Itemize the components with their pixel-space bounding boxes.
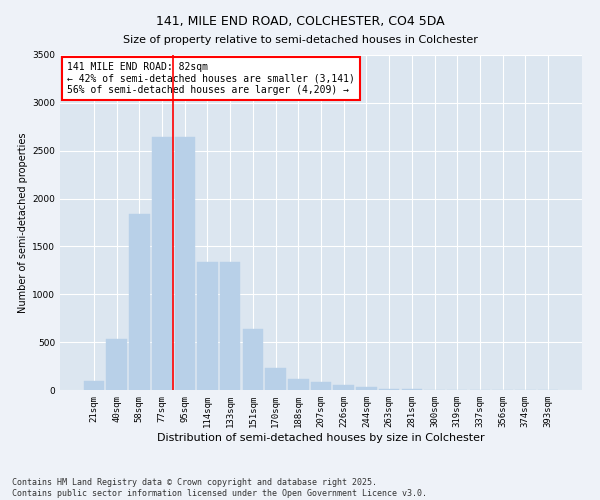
- Bar: [129, 214, 149, 390]
- Bar: [106, 340, 127, 390]
- Text: Contains HM Land Registry data © Crown copyright and database right 2025.
Contai: Contains HM Land Registry data © Crown c…: [12, 478, 427, 498]
- Bar: [242, 328, 263, 390]
- Bar: [220, 262, 241, 390]
- Text: 141 MILE END ROAD: 82sqm
← 42% of semi-detached houses are smaller (3,141)
56% o: 141 MILE END ROAD: 82sqm ← 42% of semi-d…: [67, 62, 355, 95]
- Bar: [84, 382, 104, 390]
- Bar: [379, 388, 400, 390]
- Bar: [175, 138, 195, 390]
- Bar: [356, 387, 377, 390]
- Bar: [311, 382, 331, 390]
- Y-axis label: Number of semi-detached properties: Number of semi-detached properties: [18, 132, 28, 313]
- Bar: [334, 384, 354, 390]
- Text: 141, MILE END ROAD, COLCHESTER, CO4 5DA: 141, MILE END ROAD, COLCHESTER, CO4 5DA: [155, 15, 445, 28]
- Bar: [152, 138, 172, 390]
- Bar: [197, 262, 218, 390]
- Bar: [265, 368, 286, 390]
- Text: Size of property relative to semi-detached houses in Colchester: Size of property relative to semi-detach…: [122, 35, 478, 45]
- X-axis label: Distribution of semi-detached houses by size in Colchester: Distribution of semi-detached houses by …: [157, 432, 485, 442]
- Bar: [401, 389, 422, 390]
- Bar: [288, 378, 308, 390]
